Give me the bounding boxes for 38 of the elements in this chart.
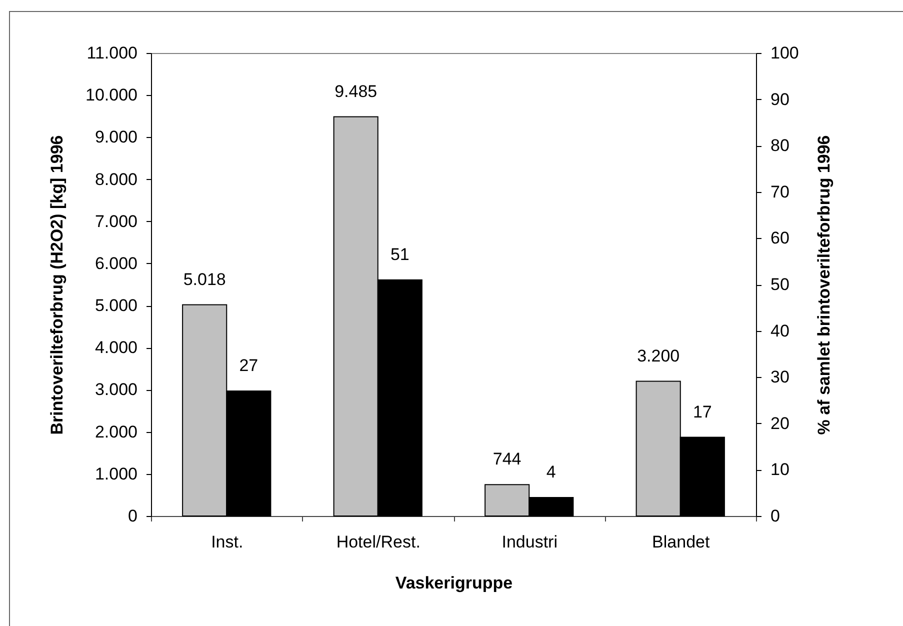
y2-tick-label: 10	[770, 460, 790, 480]
y-tick-label: 6.000	[94, 254, 138, 273]
data-label: 5.018	[183, 270, 226, 289]
x-tick-label: Hotel/Rest.	[336, 532, 420, 552]
data-label: 4	[546, 462, 556, 482]
y2-tick-label: 100	[770, 44, 799, 62]
y-tick-label: 11.000	[86, 44, 138, 62]
data-label: 744	[492, 450, 522, 469]
y2-tick-label: 20	[770, 414, 790, 433]
y2-tick-label: 70	[770, 182, 790, 202]
y-tick-label: 3.000	[94, 380, 138, 400]
y-tick-label: 10.000	[86, 86, 138, 105]
data-label: 9.485	[334, 82, 378, 101]
y-tick-label: 1.000	[94, 464, 138, 484]
y-tick-label: 9.000	[94, 128, 138, 147]
data-label: 17	[692, 402, 712, 422]
x-tick-label: Inst.	[211, 532, 244, 552]
data-label: 3.200	[637, 346, 680, 366]
y-axis-title: Brintoverilteforbrug (H2O2) [kg] 1996	[48, 135, 66, 435]
y2-tick-label: 0	[770, 506, 780, 526]
y-tick-label: 2.000	[94, 422, 138, 442]
y-tick-label: 4.000	[94, 338, 138, 358]
data-label: 27	[239, 356, 258, 375]
y-tick-label: 7.000	[94, 212, 138, 231]
y2-tick-label: 50	[770, 275, 790, 294]
x-tick-label: Blandet	[652, 532, 710, 552]
x-tick-label: Industri	[502, 532, 558, 552]
y-tick-label: 8.000	[94, 170, 138, 189]
y2-tick-label: 90	[770, 90, 790, 109]
y2-tick-label: 30	[770, 368, 790, 387]
y2-tick-label: 60	[770, 228, 790, 248]
y2-tick-label: 40	[770, 321, 790, 340]
y-tick-label: 0	[128, 506, 138, 526]
y2-axis-title: % af samlet brintoverilteforbrug 1996	[814, 135, 834, 435]
y-tick-label: 5.000	[94, 296, 138, 316]
x-axis-title: Vaskerigruppe	[395, 574, 513, 592]
y2-tick-label: 80	[770, 136, 790, 156]
data-label: 51	[390, 244, 410, 264]
